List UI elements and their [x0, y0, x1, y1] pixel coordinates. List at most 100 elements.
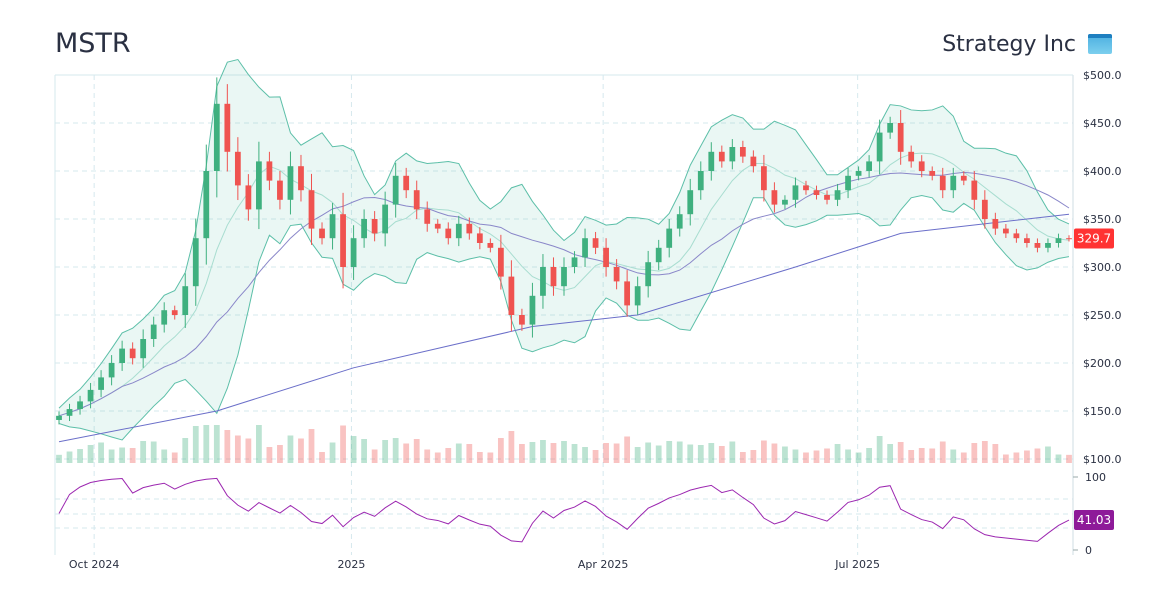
volume-bar	[845, 449, 851, 463]
volume-bar	[87, 445, 94, 463]
volume-bar	[319, 452, 325, 463]
candle-body	[729, 147, 736, 162]
volume-bar	[1002, 454, 1009, 463]
x-tick-label: Oct 2024	[69, 558, 120, 571]
volume-bar	[56, 454, 62, 463]
candle-body	[582, 238, 588, 258]
volume-bar	[371, 449, 378, 463]
ma50-line	[58, 171, 1070, 417]
volume-bar	[655, 445, 662, 463]
volume-bar	[971, 443, 978, 463]
y-tick-label: $400.0	[1083, 165, 1122, 178]
candle-body	[845, 175, 851, 191]
volume-bar	[792, 449, 799, 463]
volume-bar	[287, 435, 294, 463]
volume-bar	[803, 452, 809, 463]
volume-bar	[866, 448, 872, 463]
candle-body	[1034, 243, 1041, 248]
candle-body	[277, 180, 283, 200]
volume-bar	[298, 438, 304, 463]
volume-bar	[645, 442, 652, 463]
volume-bar	[771, 443, 778, 463]
candle-body	[687, 190, 694, 215]
candle-body	[308, 190, 315, 229]
rsi-tick-label: 100	[1085, 471, 1106, 484]
bollinger-upper-line	[58, 58, 1070, 409]
candle-body	[634, 286, 641, 306]
volume-bar	[718, 446, 725, 463]
candle-body	[624, 281, 631, 306]
candle-body	[192, 238, 199, 287]
volume-bar	[140, 441, 147, 463]
candle-body	[213, 103, 220, 171]
volume-bar	[350, 436, 357, 463]
volume-bar	[413, 439, 420, 463]
candle-body	[66, 409, 73, 416]
volume-bar	[403, 443, 410, 463]
candle-body	[224, 103, 231, 152]
volume-bar	[119, 447, 126, 463]
candle-body	[1013, 233, 1020, 239]
candle-body	[697, 171, 704, 191]
candle-body	[739, 147, 746, 157]
x-tick-label: 2025	[337, 558, 365, 571]
candle-body	[445, 228, 452, 239]
volume-bar	[918, 448, 925, 463]
candle-body	[371, 219, 378, 234]
candle-body	[424, 209, 431, 224]
candle-body	[708, 151, 715, 171]
candle-body	[171, 310, 178, 315]
volume-bar	[508, 431, 515, 463]
candle-body	[981, 199, 988, 219]
candle-body	[129, 348, 136, 359]
candle-body	[529, 295, 536, 325]
candle-body	[403, 175, 410, 191]
y-tick-label: $350.0	[1083, 213, 1122, 226]
candle-body	[434, 223, 441, 229]
volume-bar	[445, 448, 452, 463]
volume-bar	[992, 444, 999, 463]
volume-bar	[634, 447, 641, 463]
volume-bar	[1055, 454, 1062, 463]
candle-body	[87, 389, 94, 402]
volume-bar	[434, 452, 441, 463]
volume-bar	[171, 452, 178, 463]
volume-bar	[813, 450, 820, 463]
volume-bar	[624, 436, 631, 463]
candle-body	[266, 161, 273, 181]
last-price-label: 329.7	[1077, 231, 1111, 245]
candle-body	[140, 339, 147, 359]
candle-body	[182, 286, 189, 315]
candle-body	[971, 180, 978, 200]
candle-body	[519, 315, 525, 325]
volume-bar	[929, 448, 936, 463]
candle-body	[413, 190, 420, 210]
volume-bar	[466, 444, 473, 463]
volume-bar	[887, 444, 894, 463]
candle-body	[918, 161, 925, 171]
volume-bar	[98, 442, 104, 463]
volume-bar	[497, 438, 504, 463]
candle-body	[487, 243, 494, 248]
candle-body	[319, 228, 325, 239]
volume-bar	[950, 449, 957, 463]
volume-bar	[256, 425, 262, 463]
volume-bar	[455, 443, 462, 463]
candle-body	[613, 267, 620, 282]
volume-bar	[960, 452, 967, 463]
candle-body	[761, 166, 767, 191]
volume-bar	[424, 449, 431, 463]
candle-body	[803, 185, 809, 191]
ma200-line	[58, 213, 1070, 443]
candle-body	[666, 228, 673, 248]
x-tick-label: Apr 2025	[578, 558, 629, 571]
candle-body	[203, 171, 210, 239]
candle-body	[855, 171, 862, 176]
volume-bar	[361, 439, 367, 463]
volume-bar	[697, 445, 704, 463]
ticker-symbol: MSTR	[55, 28, 131, 59]
volume-bar	[476, 452, 483, 463]
candle-body	[771, 190, 778, 205]
candle-body	[508, 276, 515, 315]
